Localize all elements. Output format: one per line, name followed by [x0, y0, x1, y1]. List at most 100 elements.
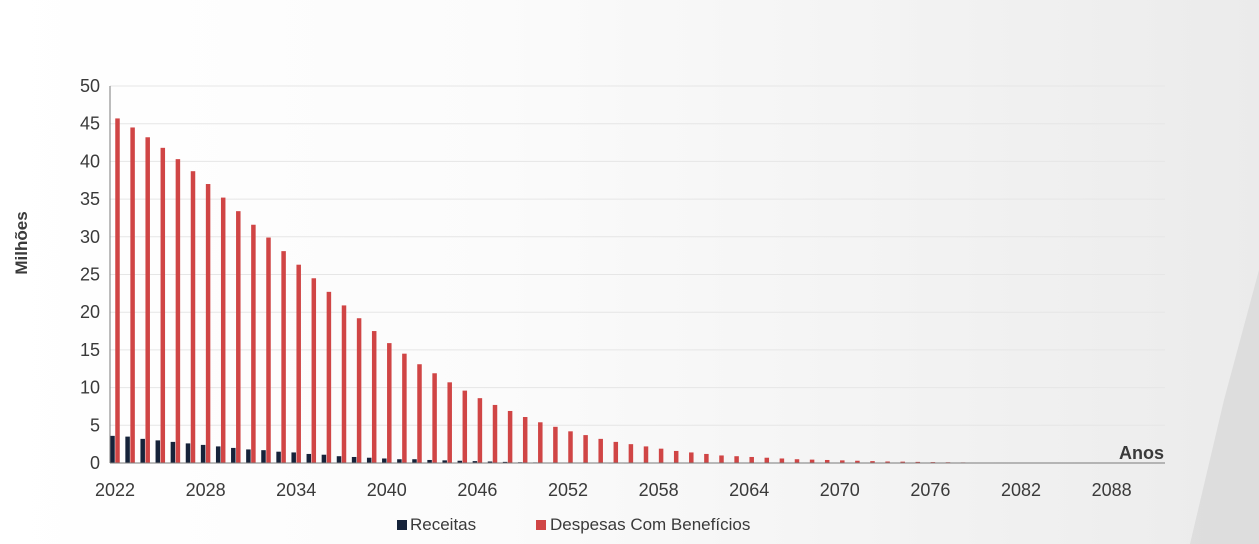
x-tick-labels: 2022 2028 2034 2040 2046 2052 2058 2064 2070 2076…	[95, 480, 1132, 500]
bar-despesas	[794, 459, 800, 463]
bar-despesas	[719, 455, 724, 463]
y-tick-label: 35	[80, 189, 100, 209]
x-tick-label: 2046	[457, 480, 497, 500]
bar-despesas	[205, 184, 211, 463]
legend-label-receitas: Receitas	[410, 515, 476, 534]
bar-despesas	[387, 343, 392, 463]
bar-receitas	[457, 460, 463, 463]
bar-despesas	[840, 460, 845, 463]
bar-despesas	[900, 461, 905, 463]
bar-despesas	[115, 118, 120, 464]
bar-despesas	[190, 171, 196, 463]
bar-despesas	[220, 197, 226, 463]
bar-despesas	[673, 450, 679, 463]
bar-despesas	[583, 435, 588, 463]
legend-swatch-despesas	[536, 520, 546, 530]
bar-despesas	[447, 382, 452, 463]
y-tick-label: 15	[80, 340, 100, 360]
y-tick-label: 45	[80, 114, 100, 134]
x-tick-label: 2058	[639, 480, 679, 500]
bar-despesas	[402, 353, 407, 463]
bar-despesas	[749, 456, 754, 463]
bar-despesas	[492, 404, 498, 463]
bar-receitas	[382, 458, 387, 463]
bar-receitas	[321, 454, 327, 463]
y-tick-label: 30	[80, 227, 100, 247]
bar-receitas	[472, 461, 478, 463]
bar-despesas	[568, 431, 573, 463]
x-tick-label: 2082	[1001, 480, 1041, 500]
bar-receitas	[351, 456, 357, 463]
bar-receitas	[487, 461, 493, 463]
bar-despesas	[296, 264, 301, 463]
x-tick-label: 2022	[95, 480, 135, 500]
bar-despesas	[507, 410, 513, 463]
bar-receitas	[246, 449, 251, 463]
bar-despesas	[130, 127, 135, 463]
corner-decoration	[1190, 270, 1259, 544]
bar-receitas	[170, 441, 176, 463]
bar-despesas	[734, 456, 739, 463]
bar-receitas	[125, 436, 130, 463]
bar-despesas	[266, 237, 271, 463]
y-tick-label: 50	[80, 76, 100, 96]
bar-receitas	[231, 447, 236, 463]
bar-receitas	[110, 435, 115, 463]
bar-receitas	[397, 459, 402, 463]
bar-receitas	[276, 451, 281, 463]
x-tick-label: 2064	[729, 480, 769, 500]
bar-despesas	[356, 318, 362, 463]
bar-despesas	[824, 459, 830, 463]
bar-receitas	[291, 452, 296, 463]
bar-despesas	[522, 417, 528, 463]
bar-receitas	[336, 456, 342, 463]
x-axis-title: Anos	[1119, 443, 1164, 463]
bar-receitas	[502, 461, 508, 463]
y-tick-label: 25	[80, 265, 100, 285]
bar-despesas	[870, 461, 875, 463]
bar-despesas	[175, 159, 181, 463]
bar-despesas	[553, 426, 558, 463]
legend-label-despesas: Despesas Com Benefícios	[550, 515, 750, 534]
bar-despesas	[885, 461, 890, 463]
x-tick-label: 2040	[367, 480, 407, 500]
bar-despesas	[613, 441, 619, 463]
bar-despesas	[538, 422, 543, 463]
bar-receitas	[185, 443, 191, 463]
bar-despesas	[689, 452, 694, 463]
bar-receitas	[412, 459, 417, 463]
legend-swatch-receitas	[397, 520, 407, 530]
bar-receitas	[261, 450, 266, 463]
bar-receitas	[215, 446, 221, 463]
bar-despesas	[598, 438, 603, 463]
bar-despesas	[341, 305, 347, 463]
bar-despesas	[809, 459, 815, 463]
y-tick-label: 20	[80, 302, 100, 322]
bar-despesas	[371, 331, 377, 463]
x-tick-label: 2052	[548, 480, 588, 500]
bar-despesas	[779, 458, 785, 463]
bar-despesas	[855, 460, 860, 463]
bar-despesas	[477, 398, 483, 463]
x-tick-label: 2070	[820, 480, 860, 500]
bar-despesas	[658, 448, 664, 463]
bar-despesas	[628, 444, 634, 463]
bar-despesas	[281, 251, 286, 463]
bar-receitas	[155, 440, 161, 463]
bar-receitas	[442, 460, 447, 463]
bar-despesas	[704, 453, 709, 463]
y-tick-label: 0	[90, 453, 100, 473]
bar-despesas	[915, 461, 921, 463]
bar-receitas	[366, 457, 372, 463]
bar-receitas	[140, 438, 145, 463]
x-tick-label: 2028	[186, 480, 226, 500]
bars	[110, 118, 966, 464]
y-tick-label: 10	[80, 378, 100, 398]
bar-despesas	[160, 147, 166, 463]
bar-despesas	[326, 291, 332, 463]
bar-receitas	[306, 453, 312, 463]
bar-despesas	[251, 224, 256, 463]
x-tick-label: 2076	[910, 480, 950, 500]
